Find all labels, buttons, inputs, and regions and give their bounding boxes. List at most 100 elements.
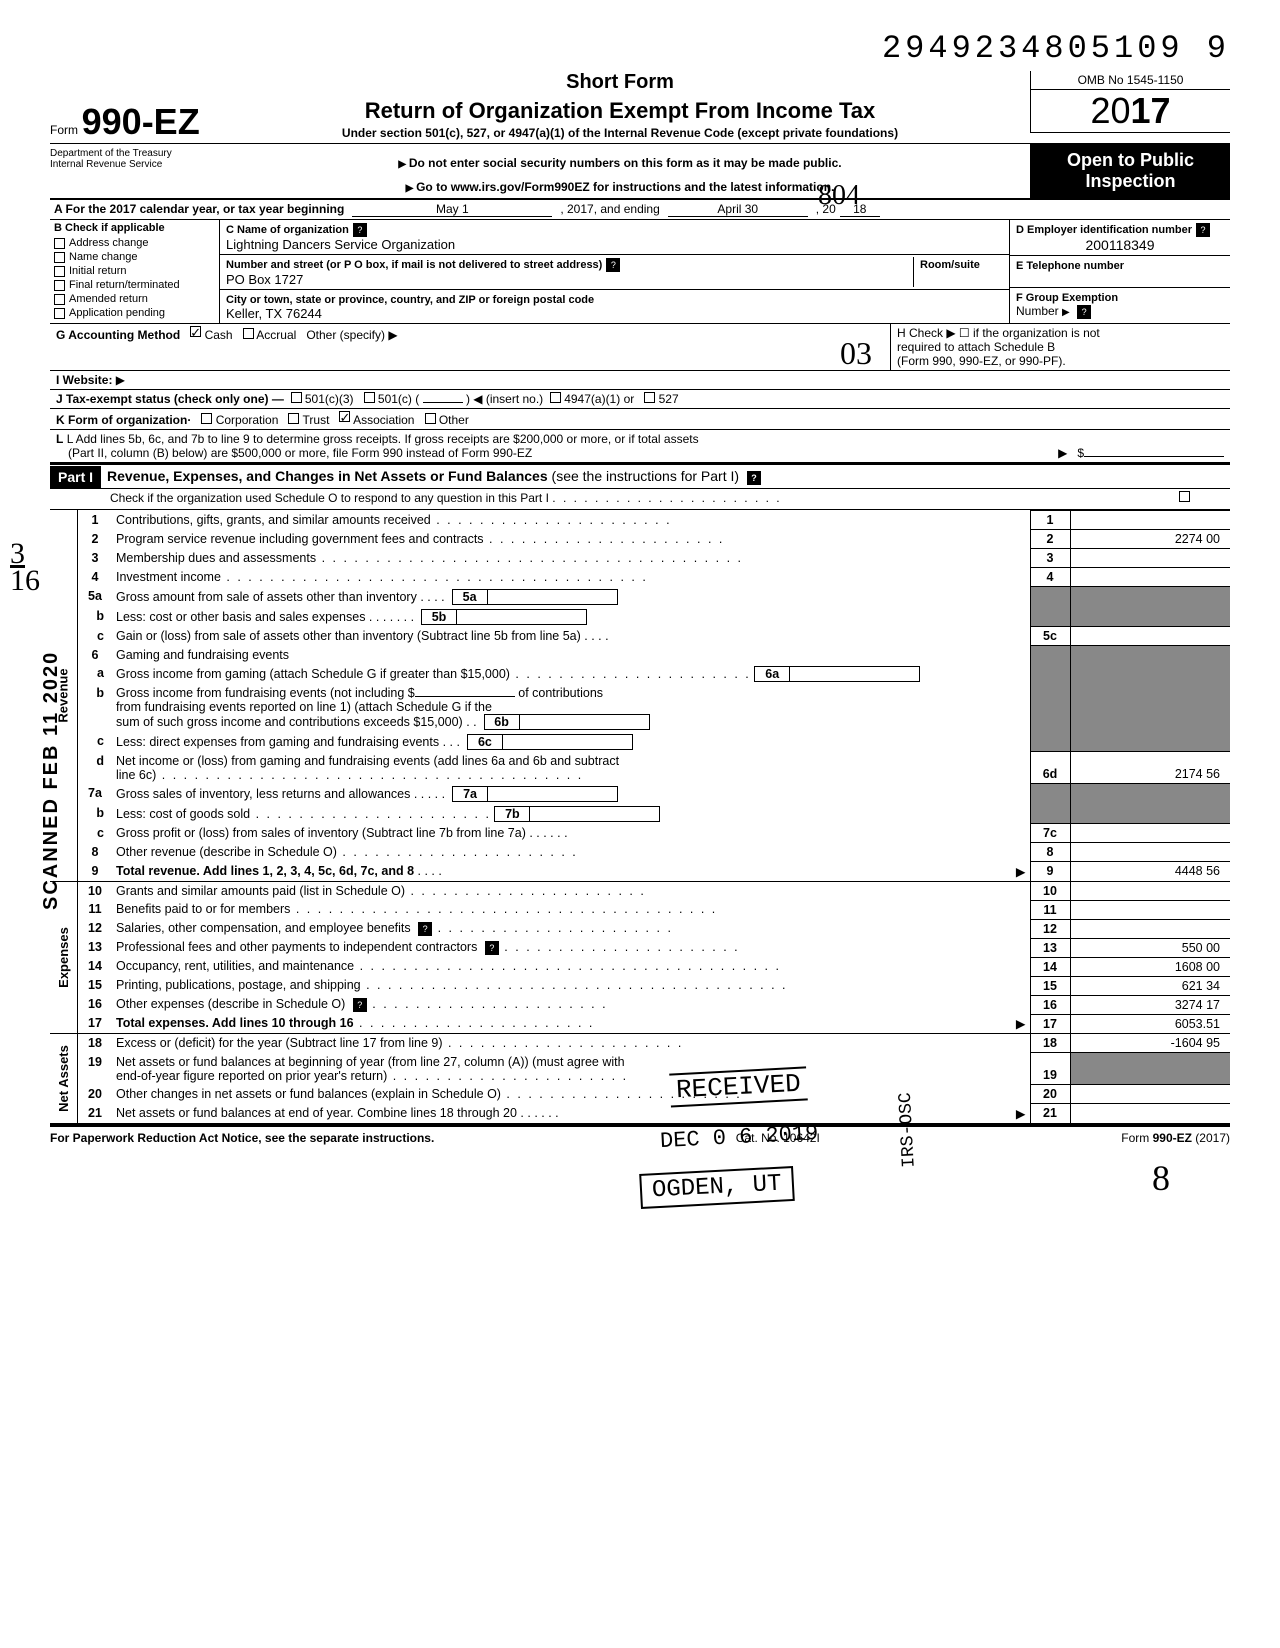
line-5a: 5aGross amount from sale of assets other… <box>78 587 1230 607</box>
row-j: J Tax-exempt status (check only one) — 5… <box>50 390 1230 409</box>
city-row: City or town, state or province, country… <box>220 290 1009 323</box>
open-public-box: Open to Public Inspection <box>1030 144 1230 198</box>
handwrite-8: 8 <box>1152 1157 1170 1199</box>
check-4947[interactable] <box>550 392 561 403</box>
check-cash[interactable] <box>190 326 201 337</box>
check-schedule-o[interactable] <box>1179 491 1190 502</box>
section-b: B Check if applicable Address change Nam… <box>50 220 220 323</box>
line-19: 19Net assets or fund balances at beginni… <box>78 1053 1230 1085</box>
part1-title: Revenue, Expenses, and Changes in Net As… <box>101 465 1230 488</box>
footer-right: Form 990-EZ (2017) <box>1121 1131 1230 1145</box>
instructions-box: Do not enter social security numbers on … <box>210 144 1030 198</box>
department-label: Department of the Treasury Internal Reve… <box>50 144 210 198</box>
help-icon: ? <box>1077 305 1091 319</box>
line-8: 8Other revenue (describe in Schedule O)8 <box>78 843 1230 862</box>
row-i: I Website: ▶ <box>50 371 1230 390</box>
line-20: 20Other changes in net assets or fund ba… <box>78 1085 1230 1104</box>
part1-label: Part I <box>50 466 101 488</box>
check-trust[interactable] <box>288 413 299 424</box>
check-corporation[interactable] <box>201 413 212 424</box>
title-box: Short Form Return of Organization Exempt… <box>210 71 1030 140</box>
check-name-change[interactable]: Name change <box>50 250 219 264</box>
expense-lines: 10Grants and similar amounts paid (list … <box>78 882 1230 1034</box>
document-number: 2949234805109 9 <box>50 30 1230 67</box>
street-row: Number and street (or P O box, if mail i… <box>220 255 1009 290</box>
section-k: K Form of organization· Corporation Trus… <box>50 409 1230 429</box>
check-527[interactable] <box>644 392 655 403</box>
part1-header-row: Part I Revenue, Expenses, and Changes in… <box>50 464 1230 489</box>
header-info-grid: B Check if applicable Address change Nam… <box>50 220 1230 324</box>
line-2: 2Program service revenue including gover… <box>78 530 1230 549</box>
footer-left: For Paperwork Reduction Act Notice, see … <box>50 1131 434 1145</box>
line-6c: cLess: direct expenses from gaming and f… <box>78 732 1230 752</box>
line-21: 21Net assets or fund balances at end of … <box>78 1104 1230 1123</box>
handwrite-03: 03 <box>840 335 872 372</box>
section-d: D Employer identification number? 200118… <box>1010 220 1230 256</box>
line-11: 11Benefits paid to or for members11 <box>78 900 1230 919</box>
period-row: A For the 2017 calendar year, or tax yea… <box>50 200 1230 220</box>
check-final-return[interactable]: Final return/terminated <box>50 278 219 292</box>
omb-number: OMB No 1545-1150 <box>1031 71 1230 90</box>
open-to-public: Open to Public Inspection <box>1031 144 1230 198</box>
line-3: 3Membership dues and assessments3 <box>78 549 1230 568</box>
check-application-pending[interactable]: Application pending <box>50 306 219 320</box>
footer-center: Cat. No. 10642I <box>736 1131 820 1145</box>
year-outline: 20 <box>1090 90 1130 131</box>
check-initial-return[interactable]: Initial return <box>50 264 219 278</box>
section-j: J Tax-exempt status (check only one) — 5… <box>50 390 890 408</box>
line-5b: bLess: cost or other basis and sales exp… <box>78 607 1230 627</box>
line-15: 15Printing, publications, postage, and s… <box>78 976 1230 995</box>
dept-row: Department of the Treasury Internal Reve… <box>50 143 1230 200</box>
org-name-row: C Name of organization? Lightning Dancer… <box>220 220 1009 255</box>
line-10: 10Grants and similar amounts paid (list … <box>78 882 1230 901</box>
short-form-label: Short Form <box>210 71 1030 94</box>
check-accrual[interactable] <box>243 328 254 339</box>
help-icon: ? <box>747 471 761 485</box>
line-6: 6Gaming and fundraising events <box>78 646 1230 664</box>
check-association[interactable] <box>339 411 350 422</box>
line-9: 9Total revenue. Add lines 1, 2, 3, 4, 5c… <box>78 862 1230 881</box>
help-icon: ? <box>606 258 620 272</box>
period-begin: May 1 <box>352 202 552 217</box>
label-a: A For the 2017 calendar year, or tax yea… <box>54 202 344 217</box>
right-info-col: D Employer identification number? 200118… <box>1010 220 1230 323</box>
netassets-side-label: Net Assets <box>50 1034 78 1123</box>
room-suite-label: Room/suite <box>920 259 980 271</box>
section-i: I Website: ▶ <box>50 371 890 389</box>
section-l: L L Add lines 5b, 6c, and 7b to line 9 t… <box>50 430 1230 462</box>
year-bold: 17 <box>1131 90 1171 131</box>
help-icon: ? <box>1196 223 1210 237</box>
subtitle: Under section 501(c), 527, or 4947(a)(1)… <box>210 126 1030 140</box>
street-address: PO Box 1727 <box>226 272 303 287</box>
check-other-org[interactable] <box>425 413 436 424</box>
goto-link: Go to www.irs.gov/Form990EZ for instruct… <box>210 180 1030 194</box>
section-g: G Accounting Method Cash Accrual Other (… <box>50 324 890 370</box>
check-501c3[interactable] <box>291 392 302 403</box>
line-13: 13Professional fees and other payments t… <box>78 938 1230 957</box>
stamp-ogden: OGDEN, UT <box>639 1166 794 1209</box>
handwrite-fraction: 316 <box>10 540 40 594</box>
stamp-scanned: SCANNED FEB 11 2020 <box>40 651 63 910</box>
section-c: C Name of organization? Lightning Dancer… <box>220 220 1010 323</box>
section-h: H Check ▶ ☐ if the organization is not r… <box>890 324 1230 370</box>
row-g-h: G Accounting Method Cash Accrual Other (… <box>50 324 1230 371</box>
line-7c: cGross profit or (loss) from sales of in… <box>78 824 1230 843</box>
handwrite-804: 804 <box>818 180 860 212</box>
check-address-change[interactable]: Address change <box>50 236 219 250</box>
page-footer: For Paperwork Reduction Act Notice, see … <box>50 1125 1230 1149</box>
line-5c: cGain or (loss) from sale of assets othe… <box>78 627 1230 646</box>
section-b-header: B Check if applicable <box>50 220 219 236</box>
row-l: L L Add lines 5b, 6c, and 7b to line 9 t… <box>50 430 1230 464</box>
check-amended-return[interactable]: Amended return <box>50 292 219 306</box>
line-16: 16Other expenses (describe in Schedule O… <box>78 995 1230 1014</box>
section-f: F Group Exemption Number ? <box>1010 288 1230 321</box>
line-4: 4Investment income4 <box>78 568 1230 587</box>
line-18: 18Excess or (deficit) for the year (Subt… <box>78 1034 1230 1053</box>
check-501c[interactable] <box>364 392 375 403</box>
line-7b: bLess: cost of goods sold 7b <box>78 804 1230 824</box>
ein-value: 200118349 <box>1016 237 1224 253</box>
line-1: 1Contributions, gifts, grants, and simil… <box>78 511 1230 530</box>
period-end-month: April 30 <box>668 202 808 217</box>
revenue-lines: 1Contributions, gifts, grants, and simil… <box>78 510 1230 881</box>
right-header-box: OMB No 1545-1150 2017 <box>1030 71 1230 133</box>
